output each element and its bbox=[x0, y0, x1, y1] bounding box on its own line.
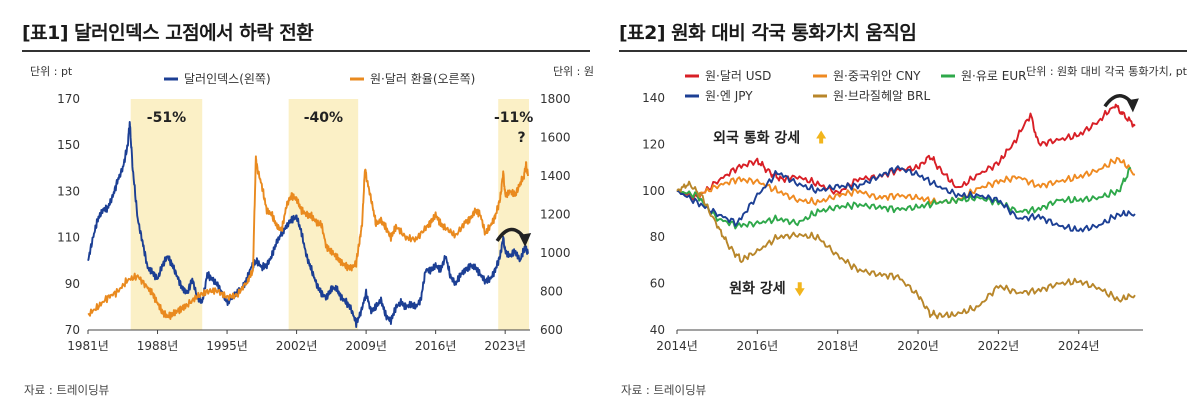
series-line bbox=[87, 155, 529, 320]
highlight-band bbox=[130, 99, 203, 330]
series-line bbox=[676, 180, 1136, 320]
legend-label: 원·브라질헤알 BRL bbox=[833, 89, 930, 103]
y-tick-label-right: 1600 bbox=[540, 131, 571, 145]
y-tick-label-right: 1800 bbox=[540, 92, 571, 106]
x-tick-label: 2020년 bbox=[897, 339, 939, 353]
axes: 170 150 130 110 90 70 1800 1600 1400 1200 1000 800 6… bbox=[57, 92, 570, 353]
x-tick-label: 2016년 bbox=[737, 339, 779, 353]
unit-label-right: 단위 : 원 bbox=[553, 65, 594, 78]
title-divider bbox=[22, 50, 590, 52]
dollar-index-chart: 단위 : pt 단위 : 원 달러인덱스(왼쪽) 원·달러 환율(오른쪽) 170… bbox=[30, 65, 594, 353]
x-tick-label: 2016년 bbox=[415, 339, 457, 353]
y-tick-label: 40 bbox=[650, 323, 665, 337]
y-tick-label-left: 110 bbox=[57, 231, 80, 245]
y-tick-label-right: 800 bbox=[540, 285, 563, 299]
currency-value-chart: 단위 : 원화 대비 각국 통화가치, pt 원·달러 USD 원·중국위안 CN… bbox=[642, 65, 1188, 353]
arrowhead-icon bbox=[1126, 98, 1139, 113]
legend-label: 원·달러 환율(오른쪽) bbox=[370, 72, 475, 86]
y-tick-label: 80 bbox=[650, 230, 665, 244]
unit-label-left: 단위 : pt bbox=[30, 65, 73, 78]
x-tick-label: 2014년 bbox=[656, 339, 698, 353]
series-line bbox=[676, 103, 1136, 201]
highlight-label: -51% bbox=[147, 110, 186, 126]
y-tick-label: 140 bbox=[642, 91, 665, 105]
chart-title: [표2] 원화 대비 각국 통화가치 움직임 bbox=[619, 22, 917, 44]
x-tick-label: 1988년 bbox=[137, 339, 179, 353]
unit-label: 단위 : 원화 대비 각국 통화가치, pt bbox=[1026, 65, 1188, 78]
y-tick-label-left: 170 bbox=[57, 92, 80, 106]
series-lines bbox=[676, 103, 1136, 320]
y-tick-label: 60 bbox=[650, 277, 665, 291]
legend: 원·달러 USD 원·중국위안 CNY 원·유로 EUR 원·엔 JPY 원·브라질헤알… bbox=[685, 69, 1026, 103]
legend-label: 원·중국위안 CNY bbox=[833, 69, 921, 83]
highlight-label: -11% bbox=[494, 110, 533, 126]
annotation-label: 외국 통화 강세 bbox=[713, 129, 800, 146]
axes: 140 120 100 80 60 40 2014년 2016년 2018년 2020년 2022년… bbox=[642, 91, 1143, 353]
highlight-bands bbox=[130, 99, 530, 330]
annotations: -51% -40% -11%? bbox=[147, 110, 533, 247]
highlight-label: -40% bbox=[304, 110, 343, 126]
source-note: 자료 : 트레이딩뷰 bbox=[621, 383, 707, 397]
up-arrow-icon bbox=[816, 130, 827, 144]
y-tick-label-right: 600 bbox=[540, 323, 563, 337]
x-tick-label: 1995년 bbox=[206, 339, 248, 353]
y-tick-label: 100 bbox=[642, 184, 665, 198]
x-tick-label: 1981년 bbox=[67, 339, 109, 353]
y-tick-label: 120 bbox=[642, 137, 665, 151]
highlight-band bbox=[498, 99, 530, 330]
arrowhead-icon bbox=[519, 232, 532, 247]
series-line bbox=[676, 156, 1135, 206]
y-tick-label-left: 130 bbox=[57, 184, 80, 198]
y-tick-label-right: 1400 bbox=[540, 169, 571, 183]
annotation-label: 원화 강세 bbox=[729, 280, 785, 297]
source-note: 자료 : 트레이딩뷰 bbox=[24, 383, 110, 397]
chart-panel-dollar-index: [표1] 달러인덱스 고점에서 하락 전환 단위 : pt 단위 : 원 달러인… bbox=[8, 0, 598, 409]
x-tick-label: 2018년 bbox=[817, 339, 859, 353]
x-tick-label: 2009년 bbox=[345, 339, 387, 353]
y-tick-label-left: 90 bbox=[65, 277, 80, 291]
legend: 달러인덱스(왼쪽) 원·달러 환율(오른쪽) bbox=[164, 72, 475, 86]
x-tick-label: 2023년 bbox=[484, 339, 526, 353]
legend-label: 원·엔 JPY bbox=[705, 89, 753, 103]
chart-title: [표1] 달러인덱스 고점에서 하락 전환 bbox=[22, 22, 314, 44]
legend-label: 달러인덱스(왼쪽) bbox=[184, 72, 271, 86]
title-divider bbox=[619, 50, 1187, 52]
highlight-note: ? bbox=[518, 130, 526, 146]
y-tick-label-right: 1000 bbox=[540, 246, 571, 260]
series-line bbox=[676, 166, 1132, 230]
legend-label: 원·달러 USD bbox=[705, 69, 771, 83]
series-line bbox=[87, 121, 529, 329]
y-tick-label-left: 70 bbox=[65, 323, 80, 337]
legend-label: 원·유로 EUR bbox=[961, 69, 1026, 83]
down-arrow-icon bbox=[794, 282, 805, 297]
highlight-band bbox=[288, 99, 359, 330]
chart-panel-currency-values: [표2] 원화 대비 각국 통화가치 움직임 단위 : 원화 대비 각국 통화가… bbox=[605, 0, 1195, 409]
x-tick-label: 2024년 bbox=[1058, 339, 1100, 353]
series-lines bbox=[87, 121, 529, 329]
x-tick-label: 2002년 bbox=[276, 339, 318, 353]
y-tick-label-right: 1200 bbox=[540, 208, 571, 222]
series-line bbox=[676, 165, 1136, 233]
y-tick-label-left: 150 bbox=[57, 138, 80, 152]
x-tick-label: 2022년 bbox=[978, 339, 1020, 353]
